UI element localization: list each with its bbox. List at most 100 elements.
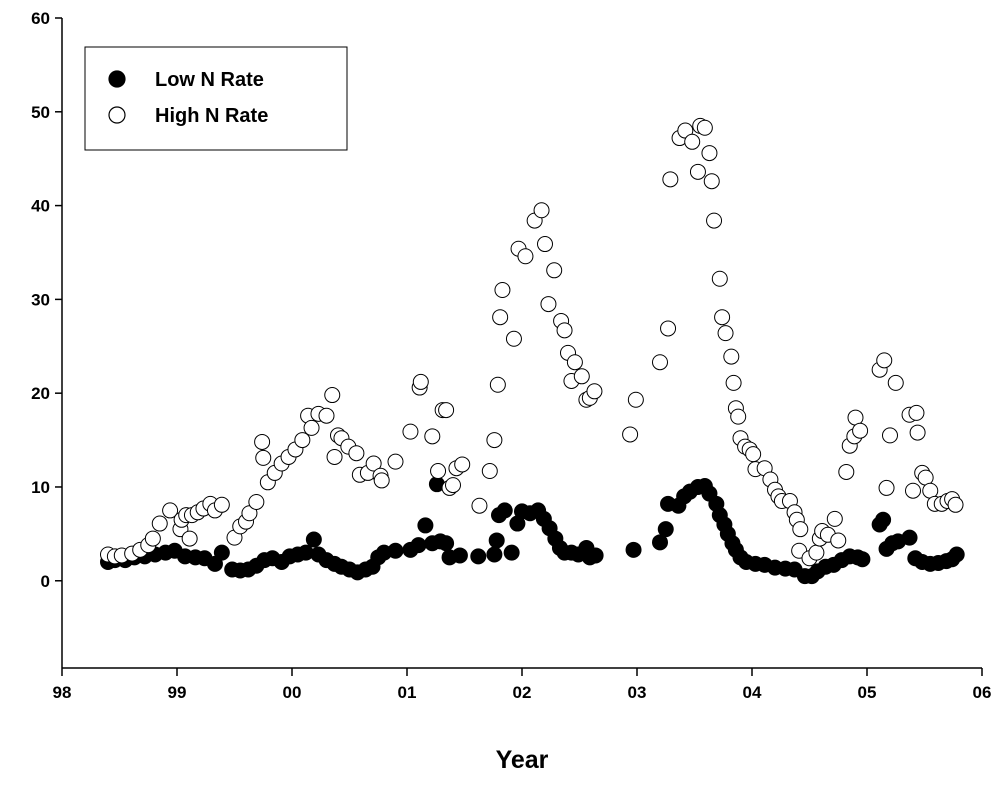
point — [303, 419, 320, 436]
point — [387, 542, 404, 559]
point — [445, 477, 461, 494]
point — [505, 330, 522, 347]
point — [181, 530, 198, 547]
point — [792, 521, 809, 538]
y-tick-label: 0 — [41, 572, 50, 591]
point — [254, 433, 271, 450]
point — [826, 510, 843, 527]
point — [489, 376, 506, 393]
point — [438, 535, 455, 552]
point — [717, 325, 734, 342]
point — [660, 320, 677, 337]
legend-marker — [108, 70, 126, 88]
legend-label: Low N Rate — [155, 69, 264, 91]
x-tick-label: 06 — [973, 683, 992, 702]
point — [424, 428, 441, 445]
point — [627, 391, 644, 408]
point — [486, 546, 503, 563]
point — [486, 432, 503, 449]
point — [730, 408, 747, 425]
point — [496, 502, 513, 519]
point — [294, 432, 311, 449]
point — [533, 202, 550, 219]
point — [905, 482, 921, 499]
y-tick-label: 40 — [31, 197, 50, 216]
x-tick-label: 00 — [283, 683, 302, 702]
point — [324, 387, 341, 404]
point — [657, 521, 674, 538]
point — [517, 248, 534, 265]
x-tick-label: 02 — [513, 683, 532, 702]
point — [481, 463, 498, 480]
point — [540, 296, 557, 313]
point — [684, 133, 701, 150]
point — [430, 463, 447, 480]
point — [470, 548, 487, 565]
y-tick-label: 60 — [31, 9, 50, 28]
y-tick-label: 20 — [31, 384, 50, 403]
point — [438, 402, 455, 419]
point — [711, 270, 728, 287]
point — [412, 373, 429, 390]
point — [402, 423, 419, 440]
point — [878, 479, 895, 496]
point — [948, 546, 965, 563]
point — [566, 354, 583, 371]
point — [882, 427, 898, 444]
x-axis-title: Year — [496, 746, 549, 774]
point — [410, 537, 427, 554]
point — [248, 493, 265, 510]
point — [625, 541, 642, 558]
point — [703, 173, 720, 190]
x-tick-label: 03 — [628, 683, 647, 702]
point — [808, 544, 825, 561]
legend-box — [84, 46, 348, 151]
point — [587, 547, 604, 564]
point — [947, 496, 964, 513]
y-tick-label: 50 — [31, 103, 50, 122]
point — [909, 424, 926, 441]
point — [162, 502, 179, 519]
point — [492, 309, 509, 326]
point — [901, 529, 918, 546]
point — [213, 544, 230, 561]
point — [365, 455, 382, 472]
y-tick-label: 10 — [31, 478, 50, 497]
point — [503, 544, 520, 561]
point — [725, 374, 742, 391]
point — [151, 515, 168, 532]
point — [887, 374, 904, 391]
point — [556, 322, 573, 339]
x-tick-label: 01 — [398, 683, 417, 702]
point — [305, 531, 322, 548]
point — [488, 532, 505, 549]
point — [662, 171, 679, 188]
point — [537, 236, 553, 253]
point — [908, 404, 925, 421]
x-tick-label: 05 — [858, 683, 877, 702]
point — [318, 407, 335, 424]
point — [876, 352, 893, 369]
point — [573, 368, 590, 385]
point — [451, 547, 468, 564]
point — [471, 497, 488, 514]
legend-label: High N Rate — [155, 105, 268, 127]
x-tick-label: 98 — [53, 683, 72, 702]
point — [852, 422, 869, 439]
point — [875, 511, 892, 528]
point — [546, 262, 563, 279]
point — [689, 163, 706, 180]
point — [454, 456, 471, 473]
point — [494, 282, 511, 299]
point — [652, 534, 668, 551]
x-tick-label: 99 — [168, 683, 187, 702]
point — [622, 426, 639, 443]
point — [417, 517, 434, 534]
point — [255, 449, 272, 466]
point — [586, 383, 603, 400]
point — [326, 448, 343, 465]
x-tick-label: 04 — [743, 683, 762, 702]
point — [348, 445, 365, 462]
point — [144, 530, 161, 547]
